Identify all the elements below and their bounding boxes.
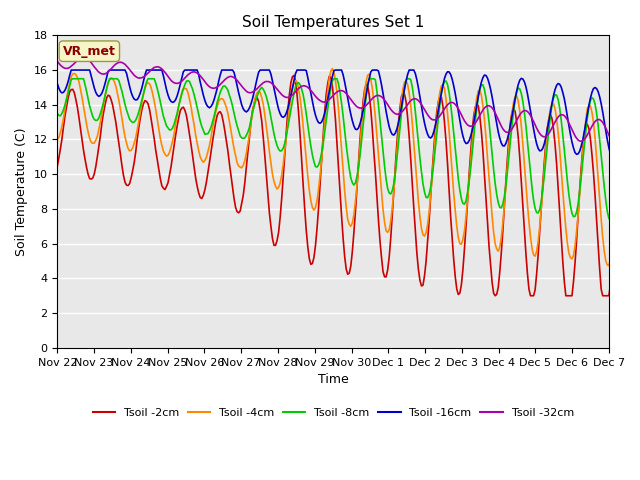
X-axis label: Time: Time [318,373,349,386]
Text: VR_met: VR_met [63,45,116,58]
Y-axis label: Soil Temperature (C): Soil Temperature (C) [15,127,28,256]
Title: Soil Temperatures Set 1: Soil Temperatures Set 1 [242,15,424,30]
Legend: Tsoil -2cm, Tsoil -4cm, Tsoil -8cm, Tsoil -16cm, Tsoil -32cm: Tsoil -2cm, Tsoil -4cm, Tsoil -8cm, Tsoi… [88,403,578,422]
